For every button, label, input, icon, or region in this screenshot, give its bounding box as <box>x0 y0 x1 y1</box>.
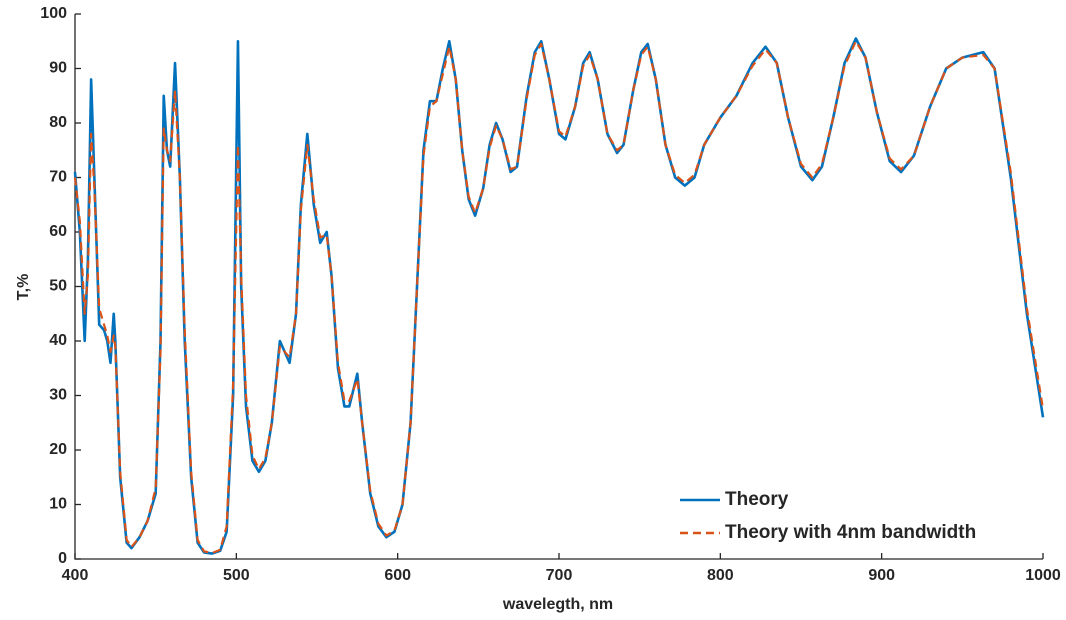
y-tick-label: 10 <box>49 496 67 513</box>
x-tick-label: 800 <box>707 567 734 584</box>
axes <box>74 14 1043 560</box>
y-tick-label: 50 <box>49 278 67 295</box>
y-tick-label: 80 <box>49 114 67 131</box>
x-tick-label: 900 <box>868 567 895 584</box>
y-tick-label: 30 <box>49 387 67 404</box>
y-axis-label: T,% <box>15 274 32 301</box>
legend-label: Theory with 4nm bandwidth <box>725 522 976 543</box>
y-tick-label: 70 <box>49 169 67 186</box>
x-axis-label: wavelegth, nm <box>502 596 613 613</box>
x-tick-label: 500 <box>223 567 250 584</box>
y-tick-label: 0 <box>58 550 67 567</box>
y-tick-label: 40 <box>49 332 67 349</box>
y-tick-label: 100 <box>40 5 67 22</box>
series-line <box>73 40 1045 555</box>
x-tick-label: 1000 <box>1025 567 1061 584</box>
y-tick-label: 90 <box>49 60 67 77</box>
y-tick-label: 20 <box>49 441 67 458</box>
y-tick-label: 60 <box>49 223 67 240</box>
x-tick-label: 700 <box>546 567 573 584</box>
x-tick-label: 600 <box>384 567 411 584</box>
series-line <box>73 37 1045 555</box>
x-tick-label: 400 <box>62 567 89 584</box>
legend-label: Theory <box>725 489 789 510</box>
